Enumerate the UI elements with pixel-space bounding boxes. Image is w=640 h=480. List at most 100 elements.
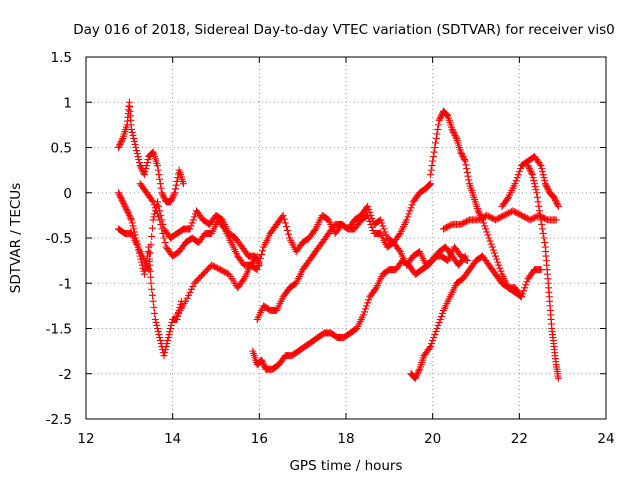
data-point — [377, 216, 385, 224]
data-point — [487, 240, 495, 248]
y-tick-label: 1.5 — [51, 50, 72, 66]
data-point — [437, 312, 445, 320]
data-point — [427, 180, 434, 188]
data-point — [129, 222, 137, 230]
data-point — [203, 266, 211, 274]
data-point — [484, 231, 492, 239]
data-point — [433, 325, 441, 332]
data-point — [408, 201, 416, 209]
data-point — [199, 270, 207, 278]
data-point — [432, 134, 440, 142]
data-point — [514, 171, 522, 179]
series-track-8 — [407, 252, 545, 382]
data-point — [128, 128, 136, 136]
data-point — [135, 156, 143, 164]
series-track-12 — [524, 162, 562, 382]
data-point — [460, 219, 468, 227]
data-point — [186, 288, 194, 296]
data-point — [511, 180, 519, 188]
data-point — [144, 264, 152, 272]
data-point — [143, 162, 151, 170]
data-point — [474, 216, 482, 224]
data-point — [496, 214, 504, 222]
data-point — [552, 198, 560, 206]
data-point — [116, 140, 124, 148]
y-tick-label: 1 — [63, 95, 72, 111]
data-point — [464, 217, 472, 225]
data-point — [431, 144, 439, 151]
data-point — [279, 211, 287, 219]
data-point — [496, 264, 504, 272]
data-point — [540, 234, 548, 242]
data-point — [260, 361, 268, 369]
data-point — [440, 225, 447, 233]
data-point — [143, 263, 151, 271]
data-point — [187, 222, 195, 230]
data-point — [434, 121, 442, 129]
data-point — [124, 208, 132, 216]
data-point — [220, 223, 228, 231]
data-point — [554, 201, 562, 209]
data-point — [438, 309, 446, 317]
x-tick-label: 20 — [424, 431, 441, 447]
data-point — [117, 137, 125, 145]
data-point — [213, 264, 221, 272]
data-point — [437, 112, 445, 120]
data-point — [536, 160, 544, 168]
data-point — [463, 257, 471, 265]
data-point — [461, 157, 469, 165]
data-point — [143, 159, 151, 167]
data-point — [447, 221, 455, 229]
data-point — [461, 218, 469, 226]
data-point — [538, 225, 546, 233]
data-point — [205, 264, 213, 272]
x-tick-label: 16 — [251, 431, 268, 447]
data-point — [442, 223, 450, 231]
data-point — [458, 151, 466, 159]
data-point — [151, 315, 159, 323]
data-point — [165, 331, 173, 339]
data-point — [126, 213, 134, 221]
data-point — [414, 368, 422, 376]
data-point — [365, 296, 373, 304]
data-point — [118, 136, 126, 144]
data-point — [196, 273, 204, 281]
data-point — [189, 282, 197, 290]
data-point — [167, 198, 174, 206]
data-point — [490, 249, 498, 257]
y-tick-label: -2 — [59, 367, 72, 383]
data-point — [359, 311, 367, 319]
y-tick-label: 0 — [63, 186, 72, 202]
data-point — [166, 328, 174, 336]
data-point — [215, 265, 223, 273]
data-point — [117, 195, 125, 203]
data-point — [149, 297, 157, 305]
data-point — [516, 211, 524, 219]
data-point — [148, 149, 156, 157]
data-point — [460, 154, 468, 162]
data-point — [219, 267, 227, 275]
x-tick-label: 24 — [597, 431, 614, 447]
data-point — [218, 266, 226, 274]
x-tick-label: 12 — [77, 431, 94, 447]
data-point — [180, 180, 187, 188]
data-point — [528, 169, 536, 177]
data-point — [487, 214, 495, 222]
data-point — [120, 199, 128, 207]
data-point — [537, 266, 545, 274]
data-point — [255, 258, 263, 266]
data-point — [160, 193, 168, 201]
data-point — [404, 213, 412, 221]
data-point — [222, 269, 230, 277]
data-point — [460, 156, 468, 164]
data-point — [516, 292, 524, 300]
data-point — [427, 171, 434, 179]
data-point — [148, 285, 156, 293]
data-point — [489, 246, 497, 254]
data-point — [150, 303, 158, 311]
data-point — [463, 165, 471, 173]
data-point — [541, 239, 549, 247]
data-point — [500, 211, 508, 219]
data-point — [188, 219, 196, 227]
series-track-1 — [115, 98, 187, 206]
